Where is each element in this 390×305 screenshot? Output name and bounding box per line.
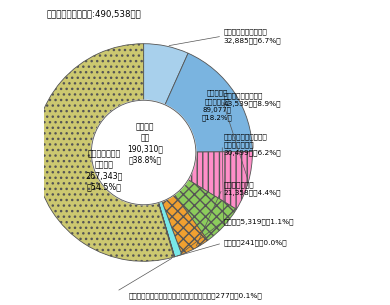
- Text: ［企業等の研究者数:490,538人］: ［企業等の研究者数:490,538人］: [47, 9, 142, 18]
- Wedge shape: [158, 203, 174, 257]
- Circle shape: [91, 100, 196, 205]
- Text: その他の製造業
（合計）
267,343人
（54.5%）: その他の製造業 （合計） 267,343人 （54.5%）: [86, 149, 123, 192]
- Wedge shape: [188, 152, 252, 209]
- Text: 情報通信
産業
190,310人
（38.8%）: 情報通信 産業 190,310人 （38.8%）: [127, 122, 163, 165]
- Text: 電子部品・デバイス・
電子回路製造業
30,499人（6.2%）: 電子部品・デバイス・ 電子回路製造業 30,499人（6.2%）: [224, 134, 281, 156]
- Wedge shape: [162, 195, 208, 254]
- Text: 電気機械器具製造業
43,539人（8.9%）: 電気機械器具製造業 43,539人（8.9%）: [224, 92, 281, 107]
- Text: 情報サービス業
21,358人（4.4%）: 情報サービス業 21,358人（4.4%）: [224, 181, 281, 196]
- Wedge shape: [158, 201, 182, 257]
- Wedge shape: [35, 44, 174, 261]
- Text: 情報通信機
械器具製造業
89,077人
（18.2%）: 情報通信機 械器具製造業 89,077人 （18.2%）: [202, 90, 232, 121]
- Text: インターネット附随・その他の情報通信業　277人（0.1%）: インターネット附随・その他の情報通信業 277人（0.1%）: [128, 292, 262, 299]
- Wedge shape: [174, 180, 236, 240]
- Text: 放送業　241人（0.0%）: 放送業 241人（0.0%）: [224, 240, 287, 246]
- Wedge shape: [165, 53, 252, 152]
- Text: 通信業　5,319人（1.1%）: 通信業 5,319人（1.1%）: [224, 219, 294, 225]
- Wedge shape: [144, 44, 188, 105]
- Wedge shape: [158, 203, 175, 257]
- Text: その他の産業（合計）
32,885人（6.7%）: その他の産業（合計） 32,885人（6.7%）: [224, 29, 281, 44]
